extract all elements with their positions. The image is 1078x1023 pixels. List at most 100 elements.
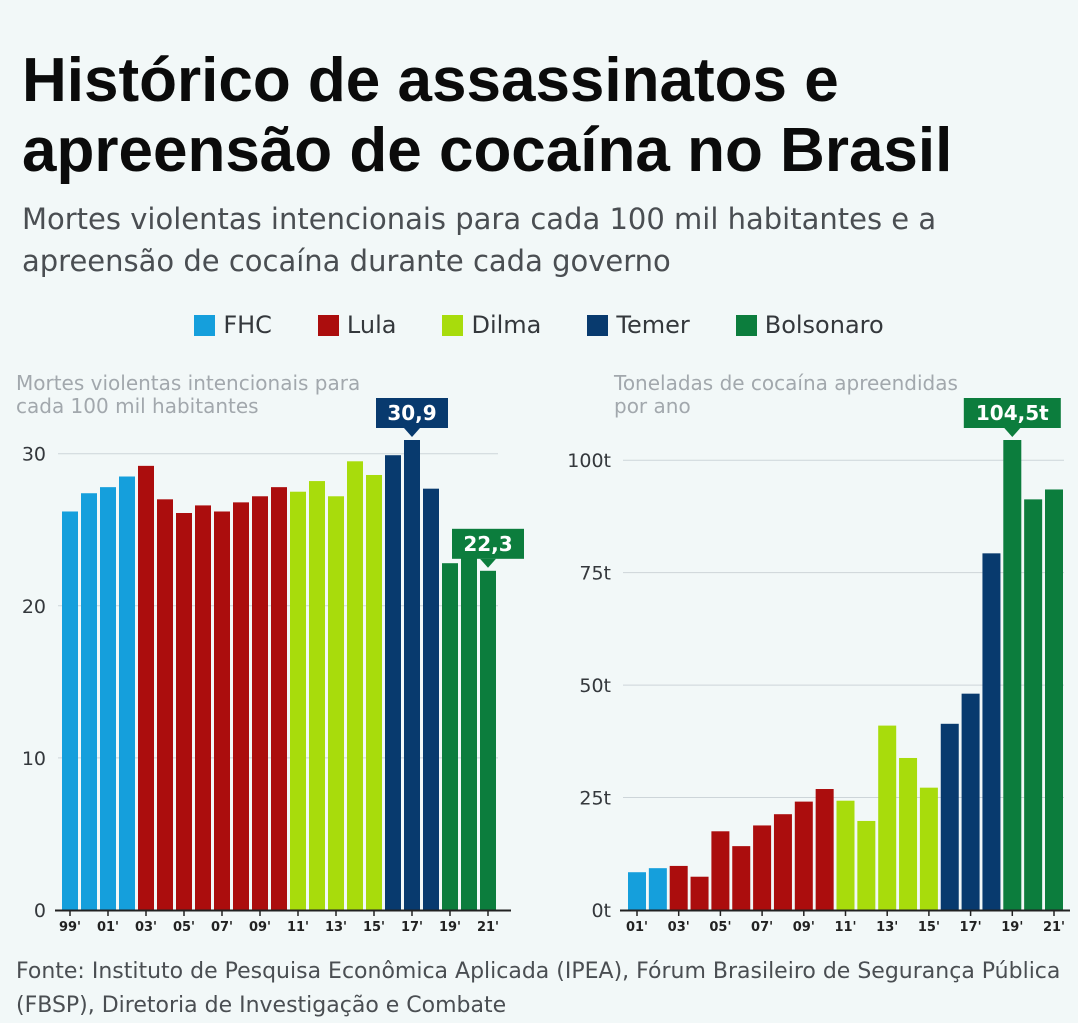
legend-item-temer: Temer xyxy=(587,311,690,339)
homicide-bar xyxy=(366,474,382,910)
cocaine-callout-pointer xyxy=(1004,428,1021,437)
cocaine-y-tick-label: 25t xyxy=(579,788,611,810)
cocaine-bar xyxy=(669,865,688,910)
legend-swatch-lula xyxy=(317,314,339,336)
cocaine-x-tick-label: 21' xyxy=(1043,920,1065,935)
homicide-y-tick-label: 30 xyxy=(22,444,46,466)
legend-item-fhc: FHC xyxy=(194,311,272,339)
cocaine-y-tick-label: 50t xyxy=(579,675,611,697)
homicide-bar xyxy=(328,496,344,910)
cocaine-bar xyxy=(961,693,980,910)
cocaine-bar xyxy=(794,801,813,910)
cocaine-x-tick-label: 11' xyxy=(834,920,856,935)
homicide-y-tick-label: 10 xyxy=(22,748,46,770)
cocaine-bar xyxy=(919,787,938,910)
homicide-x-tick-label: 01' xyxy=(97,920,119,935)
cocaine-bar xyxy=(857,820,876,910)
homicide-bar xyxy=(385,455,401,910)
cocaine-x-tick-label: 07' xyxy=(751,920,773,935)
homicide-bar xyxy=(404,440,420,910)
homicide-bar xyxy=(480,570,496,910)
homicide-bar xyxy=(309,481,325,910)
homicide-bar xyxy=(176,513,192,910)
homicide-x-tick-label: 99' xyxy=(59,920,81,935)
cocaine-bar xyxy=(836,800,855,910)
cocaine-bar xyxy=(648,868,667,910)
homicide-x-tick-label: 11' xyxy=(287,920,309,935)
cocaine-x-tick-label: 13' xyxy=(876,920,898,935)
cocaine-x-tick-label: 19' xyxy=(1001,920,1023,935)
legend-item-bolsonaro: Bolsonaro xyxy=(735,311,884,339)
homicide-x-tick-label: 21' xyxy=(477,920,499,935)
legend-label-temer: Temer xyxy=(616,311,690,339)
homicide-x-tick-label: 13' xyxy=(325,920,347,935)
homicide-callout-pointer xyxy=(480,558,496,568)
homicide-bar xyxy=(157,499,173,910)
cocaine-x-tick-label: 17' xyxy=(960,920,982,935)
homicide-bar xyxy=(290,491,306,910)
homicide-bar xyxy=(347,461,363,910)
homicide-bar xyxy=(100,487,116,910)
cocaine-callout-box xyxy=(963,398,1061,428)
legend-item-lula: Lula xyxy=(317,311,397,339)
cocaine-x-tick-label: 01' xyxy=(626,920,648,935)
cocaine-x-tick-label: 15' xyxy=(918,920,940,935)
homicide-bar xyxy=(271,487,287,910)
cocaine-x-tick-label: 03' xyxy=(668,920,690,935)
cocaine-bar xyxy=(753,825,772,910)
homicide-bar xyxy=(461,546,477,910)
cocaine-bar xyxy=(878,725,897,910)
homicide-y-tick-label: 20 xyxy=(22,596,46,618)
cocaine-bar xyxy=(815,789,834,910)
homicide-callout-pointer xyxy=(404,428,420,437)
homicide-bar xyxy=(62,511,78,910)
legend-swatch-temer xyxy=(587,314,609,336)
cocaine-y-tick-label: 100t xyxy=(567,450,611,472)
homicide-bar xyxy=(195,505,211,910)
homicide-x-tick-label: 03' xyxy=(135,920,157,935)
legend: FHC Lula Dilma Temer Bolsonaro xyxy=(0,308,1078,342)
legend-label-fhc: FHC xyxy=(223,311,272,339)
homicide-x-tick-label: 15' xyxy=(363,920,385,935)
homicide-y-tick-label: 0 xyxy=(34,900,46,922)
cocaine-y-tick-label: 75t xyxy=(579,563,611,585)
legend-swatch-fhc xyxy=(194,314,216,336)
legend-swatch-dilma xyxy=(442,314,464,336)
homicide-bar xyxy=(233,502,249,910)
homicide-bar xyxy=(423,488,439,910)
cocaine-bar xyxy=(982,553,1001,910)
cocaine-bar xyxy=(940,723,959,910)
homicide-callout-box xyxy=(452,528,524,559)
cocaine-bar xyxy=(899,757,918,910)
source-note: Fonte: Instituto de Pesquisa Econômica A… xyxy=(16,959,1061,1018)
homicide-bar xyxy=(442,563,458,910)
cocaine-y-tick-label: 0t xyxy=(591,900,611,922)
homicide-x-tick-label: 05' xyxy=(173,920,195,935)
homicide-callout-label: 30,9 xyxy=(387,401,436,425)
homicide-chart-caption: Mortes violentas intencionais para cada … xyxy=(16,371,361,418)
homicide-bar xyxy=(119,476,135,910)
cocaine-bar xyxy=(1003,440,1022,910)
cocaine-bar xyxy=(1024,499,1043,910)
homicide-bar xyxy=(252,496,268,910)
homicide-callout-box xyxy=(376,398,448,428)
page-subtitle: Mortes violentas intencionais para cada … xyxy=(22,202,937,278)
cocaine-x-tick-label: 09' xyxy=(793,920,815,935)
cocaine-bar xyxy=(1045,489,1063,910)
homicide-callout-label: 22,3 xyxy=(463,532,512,556)
cocaine-x-tick-label: 05' xyxy=(709,920,731,935)
cocaine-bar xyxy=(628,872,646,910)
homicide-x-tick-label: 19' xyxy=(439,920,461,935)
cocaine-callout-label: 104,5t xyxy=(976,401,1049,425)
legend-swatch-bolsonaro xyxy=(735,314,757,336)
homicide-bar xyxy=(138,465,154,910)
page-title: Histórico de assassinatos e apreensão de… xyxy=(22,46,953,185)
cocaine-bar xyxy=(711,831,730,910)
legend-label-dilma: Dilma xyxy=(471,311,542,339)
homicide-bar xyxy=(81,493,97,910)
legend-label-lula: Lula xyxy=(346,311,397,339)
legend-label-bolsonaro: Bolsonaro xyxy=(764,311,884,339)
cocaine-bar xyxy=(773,814,792,910)
homicide-x-tick-label: 17' xyxy=(401,920,423,935)
homicide-x-tick-label: 07' xyxy=(211,920,233,935)
